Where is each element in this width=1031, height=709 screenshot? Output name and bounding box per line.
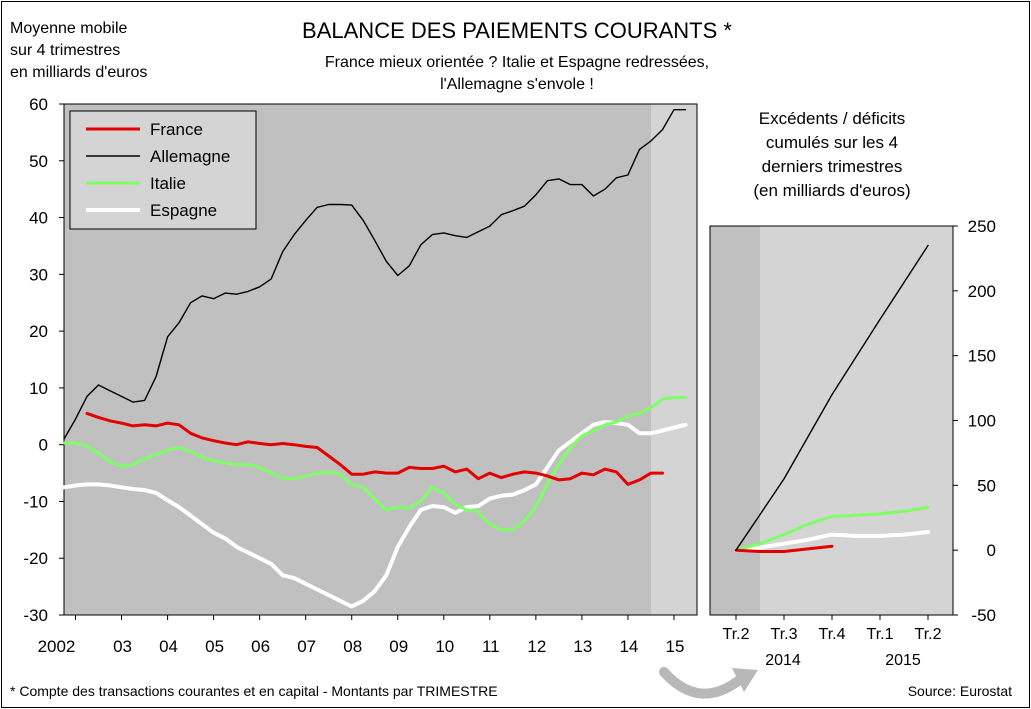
legend: France Allemagne Italie Espagne — [69, 110, 257, 230]
series-line-espagne — [62, 420, 688, 609]
inset-series-line-allemagne — [735, 244, 929, 551]
inset-series-line-espagne — [734, 530, 930, 553]
legend-label-espagne: Espagne — [150, 201, 217, 220]
inset-x-axis: Tr.2 Tr.3 Tr.4 Tr.1 Tr.2 2014 2015 — [723, 615, 942, 669]
chart-subtitle-line1: France mieux orientée ? Italie et Espagn… — [325, 54, 709, 71]
main-y-tick-label: 10 — [29, 379, 48, 398]
inset-y-tick-label: 50 — [977, 476, 996, 495]
main-y-tick-label: -30 — [23, 606, 48, 625]
unit-label-line2: sur 4 trimestres — [10, 42, 120, 59]
inset-x-tick-label: Tr.4 — [819, 626, 846, 643]
main-y-tick-label: 30 — [29, 265, 48, 284]
main-x-tick-label: 11 — [482, 637, 500, 656]
inset-y-tick-label: 100 — [968, 412, 996, 431]
main-y-tick-label: 0 — [39, 436, 48, 455]
inset-y-tick-label: 200 — [968, 282, 996, 301]
inset-x-tick-label: Tr.1 — [867, 626, 894, 643]
inset-series-group — [734, 244, 930, 553]
projection-band — [650, 104, 697, 615]
main-series-group — [62, 108, 688, 609]
legend-label-france: France — [150, 120, 203, 139]
main-y-tick-label: 20 — [29, 322, 48, 341]
inset-x-tick-label: Tr.2 — [915, 626, 942, 643]
series-line-france — [85, 411, 664, 486]
main-x-tick-label: 15 — [666, 637, 685, 656]
series-line-italie — [62, 396, 687, 532]
main-x-tick-label: 05 — [205, 637, 224, 656]
curved-arrow-icon — [659, 667, 758, 699]
inset-y-tick-label: 250 — [968, 217, 996, 236]
main-x-tick-label: 12 — [527, 637, 546, 656]
unit-label-line3: en milliards d'euros — [10, 64, 147, 81]
inset-title-line2: cumulés sur les 4 — [766, 133, 898, 152]
inset-series-line-france — [734, 544, 834, 553]
chart-title: BALANCE DES PAIEMENTS COURANTS * — [302, 18, 732, 43]
inset-year-label: 2014 — [765, 652, 801, 669]
main-x-tick-label: 08 — [343, 637, 362, 656]
inset-y-tick-label: 0 — [987, 541, 996, 560]
main-x-tick-label: 07 — [297, 637, 316, 656]
unit-label-line1: Moyenne mobile — [10, 20, 128, 37]
main-y-tick-label: -20 — [23, 549, 48, 568]
main-plot-border — [63, 103, 698, 616]
main-y-tick-label: 60 — [29, 95, 48, 114]
main-y-tick-label: -10 — [23, 492, 48, 511]
inset-y-tick-label: -50 — [971, 606, 996, 625]
main-x-tick-label: 09 — [389, 637, 408, 656]
main-x-tick-label: 14 — [619, 637, 638, 656]
main-x-axis: 2002 03 04 05 06 07 08 09 10 11 12 13 14 15 — [38, 615, 685, 656]
inset-series-line-italie — [734, 505, 930, 552]
legend-label-italie: Italie — [150, 174, 186, 193]
inset-y-axis: -50 0 50 100 150 200 250 — [953, 217, 996, 625]
series-line-allemagne — [63, 108, 687, 440]
main-x-tick-label: 2002 — [38, 637, 76, 656]
inset-year-label: 2015 — [885, 652, 921, 669]
main-x-tick-label: 06 — [251, 637, 270, 656]
inset-x-tick-label: Tr.3 — [771, 626, 798, 643]
main-x-tick-label: 04 — [159, 637, 178, 656]
inset-x-tick-label: Tr.2 — [723, 626, 750, 643]
inset-title-line3: derniers trimestres — [762, 157, 903, 176]
source-label: Source: Eurostat — [908, 683, 1012, 699]
inset-projection-band — [760, 226, 953, 615]
main-x-tick-label: 03 — [113, 637, 132, 656]
inset-y-tick-label: 150 — [968, 347, 996, 366]
main-y-axis: -30 -20 -10 0 10 20 30 40 50 60 — [23, 95, 64, 625]
legend-label-allemagne: Allemagne — [150, 147, 230, 166]
footnote: * Compte des transactions courantes et e… — [10, 683, 498, 699]
inset-title-line4: (en milliards d'euros) — [753, 181, 910, 200]
main-x-tick-label: 10 — [435, 637, 454, 656]
main-y-tick-label: 50 — [29, 152, 48, 171]
main-y-tick-label: 40 — [29, 209, 48, 228]
main-x-tick-label: 13 — [573, 637, 592, 656]
chart-subtitle-line2: l'Allemagne s'envole ! — [440, 76, 594, 93]
inset-title-line1: Excédents / déficits — [759, 109, 905, 128]
